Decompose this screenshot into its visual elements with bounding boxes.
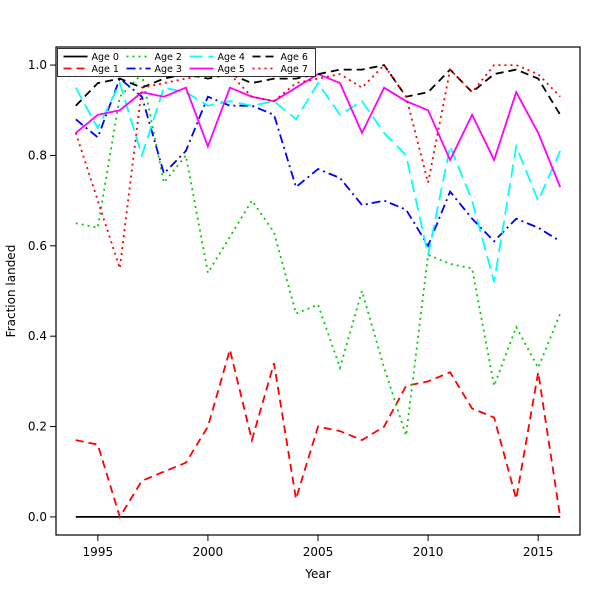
series-line-age-7 [74,63,561,269]
x-tick-label: 2015 [523,545,554,559]
y-tick-label: 0.2 [28,420,47,434]
y-tick-label: 0.4 [28,329,47,343]
y-tick-label: 0.8 [28,148,47,162]
x-tick-label: 2005 [303,545,334,559]
series-line-age-4 [75,80,562,283]
y-tick-label: 0.0 [28,510,47,524]
x-tick-label: 2000 [193,545,224,559]
legend-box [57,48,316,77]
series-line-age-6 [75,64,561,116]
legend-label: Age 2 [155,52,182,63]
x-axis-label: Year [304,567,330,581]
x-tick-label: 2010 [413,545,444,559]
y-tick-label: 1.0 [28,58,47,72]
legend-label: Age 4 [218,52,245,63]
legend-label: Age 3 [155,64,182,75]
series-line-age-2 [75,72,562,436]
axes: 1995 2000 2005 2010 2015 0.0 0.2 0.4 0.6 0.8 1.0 [28,46,581,559]
legend-label: Age 1 [92,64,119,75]
y-tick-label: 0.6 [28,239,47,253]
series-line-age-5 [75,73,562,188]
y-axis-label: Fraction landed [4,245,18,338]
series-line-age-1 [75,346,562,520]
legend-label: Age 0 [92,52,119,63]
legend-label: Age 6 [281,52,308,63]
series-line-age-3 [75,77,561,248]
legend-label: Age 7 [281,64,308,75]
series-lines [74,63,562,520]
legend-label: Age 5 [218,64,245,75]
plot-border [55,46,581,536]
x-tick-label: 1995 [83,545,114,559]
